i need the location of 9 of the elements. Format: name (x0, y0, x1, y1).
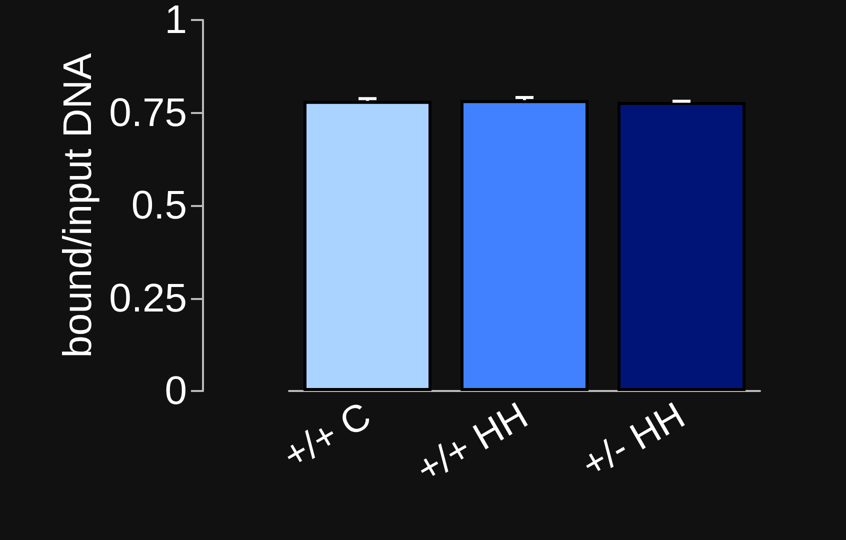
y-axis-title: bound/input DNA (56, 52, 100, 358)
x-tick-label: +/+ HH (410, 394, 535, 492)
x-tick-label: +/+ C (276, 394, 378, 478)
y-tick-label: 1 (164, 0, 187, 42)
y-tick-label: 0.25 (109, 276, 187, 320)
x-tick-label: +/- HH (575, 394, 692, 487)
y-tick-label: 0 (164, 369, 187, 413)
y-tick-label: 0.75 (109, 90, 187, 135)
y-tick-label: 0.5 (131, 184, 187, 228)
